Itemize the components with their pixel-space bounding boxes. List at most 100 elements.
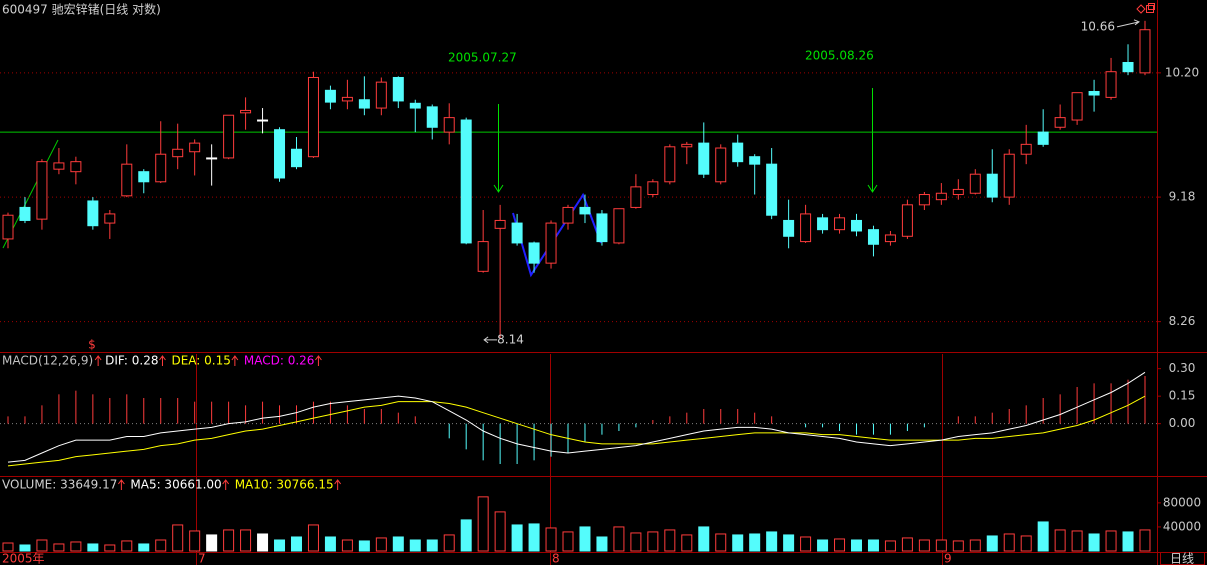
- candle-body: [206, 157, 218, 160]
- candle-body: [1020, 143, 1032, 155]
- y-tick-label: 0.15: [1169, 389, 1196, 403]
- x-label: 7: [198, 552, 206, 565]
- candle-body: [851, 219, 862, 232]
- volume-bar: [969, 539, 981, 552]
- volume-bar: [511, 524, 523, 552]
- candle-body: [1105, 71, 1117, 98]
- volume-bar: [443, 534, 455, 552]
- volume-bar: [121, 540, 133, 552]
- volume-bar: [596, 536, 608, 552]
- volume-bar: [307, 524, 319, 552]
- volume-bar: [460, 519, 472, 552]
- candle-body: [613, 208, 625, 244]
- candle-body: [579, 206, 591, 215]
- period-label: 日线: [1170, 552, 1194, 565]
- candle-body: [664, 146, 676, 183]
- volume-bar: [545, 527, 557, 552]
- volume-bar: [884, 540, 896, 552]
- volume-bar: [1054, 529, 1066, 552]
- zigzag-line: [512, 192, 602, 278]
- candle-body: [596, 213, 608, 243]
- volume-bar: [749, 533, 761, 552]
- volume-bar: [104, 544, 116, 552]
- up-arrow: [222, 479, 230, 490]
- candle-body: [800, 213, 812, 243]
- candle-body: [324, 89, 336, 103]
- candle-body: [223, 114, 235, 159]
- up-arrow: [334, 479, 342, 490]
- candle-body: [494, 219, 506, 229]
- y-tick-label: 9.18: [1169, 190, 1196, 204]
- candle-body: [358, 99, 370, 109]
- macd-line: [7, 395, 1146, 467]
- header-title: 600497 驰宏锌锗(日线 对数): [2, 2, 161, 17]
- volume-bar: [1003, 533, 1015, 552]
- volume-bar: [138, 543, 150, 552]
- x-label: 2005年: [2, 552, 45, 565]
- candle-body: [545, 222, 557, 264]
- candle-body: [528, 242, 540, 264]
- up-arrow: [94, 355, 102, 366]
- candle-body: [460, 119, 472, 244]
- high-arrow: [1116, 19, 1141, 28]
- volume-bar: [36, 539, 48, 552]
- macd-line: [7, 371, 1146, 463]
- volume-bar: [579, 526, 591, 552]
- candle-body: [138, 171, 150, 183]
- volume-bar: [223, 529, 235, 552]
- signal-marker: $: [88, 338, 96, 352]
- volume-title: VOLUME: 33649.17: [2, 478, 117, 492]
- volume-bar: [1122, 531, 1134, 552]
- candle-body: [274, 129, 286, 179]
- candle-body: [36, 161, 48, 220]
- date-annotation: 2005.08.26: [805, 49, 874, 63]
- volume-bar: [375, 537, 387, 552]
- volume-bar: [528, 523, 540, 552]
- candle-body: [749, 156, 761, 165]
- volume-bar: [392, 536, 404, 552]
- candle-body: [986, 173, 998, 198]
- volume-bar: [867, 539, 879, 552]
- candle-body: [1088, 90, 1100, 96]
- volume-bar: [2, 542, 14, 552]
- volume-bar: [732, 534, 744, 552]
- candle-body: [477, 241, 489, 272]
- high-label: 10.66: [1081, 19, 1115, 33]
- low-arrow: [483, 336, 498, 344]
- volume-bar: [240, 529, 252, 552]
- candle-body: [834, 217, 846, 231]
- candle-body: [969, 173, 981, 194]
- candle-body: [766, 163, 778, 216]
- volume-bar: [1105, 530, 1117, 552]
- candle-body: [341, 96, 353, 102]
- up-arrow: [117, 479, 125, 490]
- volume-bar: [426, 539, 438, 552]
- candle-body: [1122, 61, 1134, 73]
- volume-bar: [257, 533, 269, 552]
- legend-entry: MA5: 30661.00: [130, 478, 221, 492]
- candle-body: [172, 148, 184, 158]
- y-tick-label: 0.30: [1169, 361, 1196, 375]
- up-arrow: [159, 355, 166, 366]
- candle-body: [155, 153, 167, 183]
- candle-body: [392, 76, 404, 102]
- candle-body: [1071, 92, 1083, 121]
- x-label: 8: [552, 552, 560, 565]
- volume-bar: [613, 526, 625, 552]
- candle-body: [918, 194, 930, 206]
- volume-bar: [70, 541, 82, 552]
- volume-bar: [918, 539, 930, 552]
- candle-body: [375, 81, 387, 109]
- volume-bar: [783, 534, 795, 552]
- candle-body: [19, 206, 31, 221]
- volume-bar: [189, 530, 201, 552]
- annotation-arrows: [493, 88, 878, 193]
- candle-body: [307, 76, 319, 158]
- volume-bar: [53, 543, 65, 552]
- volume-bar: [851, 539, 862, 552]
- volume-bar: [206, 534, 218, 552]
- candle-body: [1037, 131, 1049, 145]
- candle-body: [935, 192, 947, 201]
